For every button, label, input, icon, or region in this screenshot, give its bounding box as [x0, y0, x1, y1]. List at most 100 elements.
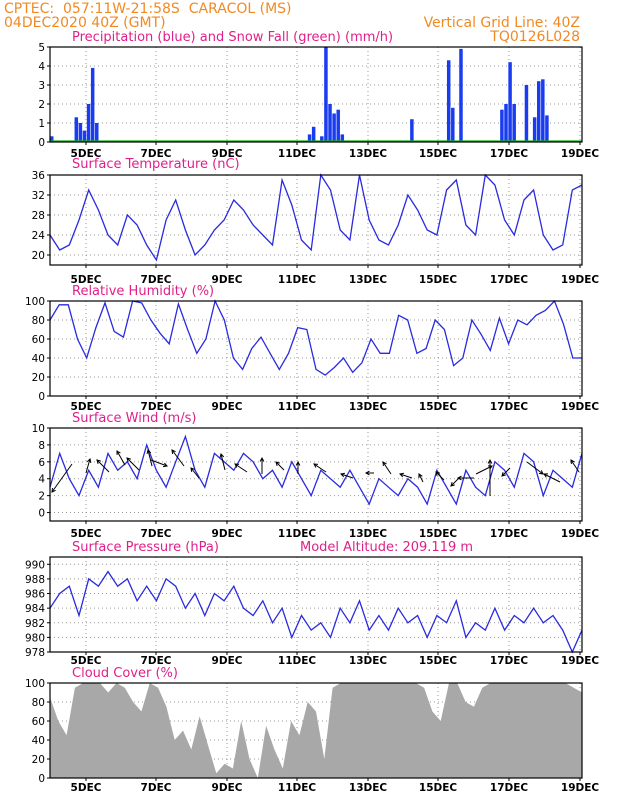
precip-bar: [90, 67, 95, 142]
x-tick-label: 13DEC: [349, 782, 388, 794]
y-tick-label: 8: [38, 440, 45, 452]
wind-arrow-head: [538, 470, 544, 475]
y-tick-label: 4: [38, 474, 45, 486]
y-tick-label: 5: [38, 42, 45, 54]
y-tick-label: 100: [25, 678, 45, 690]
precip-bar: [512, 104, 516, 142]
wind-arrow-head: [295, 460, 301, 466]
x-tick-label: 13DEC: [349, 655, 388, 667]
x-tick-label: 11DEC: [278, 782, 317, 794]
x-tick-label: 5DEC: [71, 655, 102, 667]
y-tick-label: 28: [32, 210, 45, 222]
x-tick-label: 19DEC: [561, 655, 600, 667]
x-tick-label: 17DEC: [490, 401, 529, 413]
y-tick-label: 3: [38, 80, 45, 92]
x-tick-label: 11DEC: [278, 655, 317, 667]
wind-arrow-head: [399, 472, 404, 478]
header-left-line2: 04DEC2020 40Z (GMT): [4, 15, 166, 31]
y-tick-label: 990: [25, 559, 45, 571]
x-tick-label: 7DEC: [141, 401, 172, 413]
wind-arrow: [171, 449, 185, 467]
y-tick-label: 988: [25, 574, 45, 586]
y-tick-label: 100: [25, 296, 45, 308]
y-tick-label: 0: [38, 137, 45, 149]
x-tick-label: 13DEC: [349, 274, 388, 286]
panel-temperature: 20 24 28 32 36 5DEC 7DEC 9DEC 11DEC 13DEC 15DEC 17D…: [32, 157, 600, 286]
x-tick-label: 19DEC: [561, 274, 600, 286]
cloud-area: [50, 683, 582, 778]
wind-arrow: [150, 459, 168, 467]
precip-bar: [332, 113, 336, 142]
precip-bar: [504, 104, 508, 142]
y-tick-label: 984: [25, 603, 45, 615]
y-tick-label: 6: [38, 457, 45, 469]
y-tick-label: 982: [25, 618, 45, 630]
x-tick-label: 17DEC: [490, 782, 529, 794]
x-tick-label: 9DEC: [212, 528, 243, 540]
precip-bar: [336, 109, 340, 142]
x-tick-label: 13DEC: [349, 401, 388, 413]
header-right-line2: TQ0126L028: [490, 29, 580, 45]
y-tick-label: 0: [38, 391, 45, 403]
wind-arrow: [313, 463, 327, 473]
x-tick-label: 17DEC: [490, 274, 529, 286]
wind-arrow-head: [364, 470, 370, 476]
y-tick-label: 4: [38, 61, 45, 73]
precip-bar: [78, 123, 83, 142]
wind-arrow: [382, 461, 392, 475]
y-tick-label: 10: [32, 423, 45, 435]
panel-cloud: 0 20 40 60 80 100 5DEC 7DEC 9DEC 11DEC 13DEC 15DEC 1…: [25, 666, 599, 794]
panel-title-wind: Surface Wind (m/s): [72, 411, 196, 426]
wind-arrow-head: [543, 473, 549, 478]
wind-arrow: [526, 461, 544, 475]
wind-arrow-head: [418, 473, 423, 479]
wind-arrow: [399, 473, 413, 479]
precip-bar: [307, 134, 312, 142]
wind-arrow-head: [234, 463, 240, 468]
panel-precip: 0 1 2 3 4 5 5DEC 7DEC 9DEC 11DEC 13DEC 15DEC 17DEC 19…: [38, 30, 599, 160]
wind-arrow: [450, 477, 460, 487]
y-tick-label: 978: [25, 647, 45, 659]
humidity-series-line: [49, 299, 582, 376]
x-tick-label: 7DEC: [141, 148, 172, 160]
y-tick-label: 80: [32, 315, 45, 327]
wind-arrow-head: [275, 461, 280, 466]
panel-title-temperature: Surface Temperature (nC): [72, 157, 240, 172]
x-tick-label: 19DEC: [561, 148, 600, 160]
panel-wind: 0 2 4 6 8 10 5DEC 7DEC 9DEC 11DEC 13DEC 15DEC 17DEC 1…: [32, 411, 600, 540]
x-tick-label: 11DEC: [278, 274, 317, 286]
x-tick-label: 5DEC: [71, 148, 102, 160]
x-tick-label: 17DEC: [490, 148, 529, 160]
y-tick-label: 80: [32, 697, 45, 709]
x-tick-label: 9DEC: [212, 655, 243, 667]
wind-arrow-head: [51, 487, 56, 493]
x-tick-label: 7DEC: [141, 274, 172, 286]
header-right-line1: Vertical Grid Line: 40Z: [423, 15, 580, 31]
wind-arrow-head: [171, 449, 176, 455]
wind-arrow: [85, 458, 91, 474]
panel-humidity: 0 20 40 60 80 100 5DEC 7DEC 9DEC 11DEC 13DEC 15DEC 1…: [25, 284, 599, 413]
wind-arrow: [275, 461, 285, 471]
x-tick-label: 15DEC: [419, 782, 458, 794]
temperature-series-line: [49, 173, 583, 262]
y-tick-label: 60: [32, 716, 45, 728]
x-tick-label: 7DEC: [141, 528, 172, 540]
y-tick-label: 60: [32, 334, 45, 346]
x-tick-label: 15DEC: [419, 401, 458, 413]
x-tick-label: 5DEC: [71, 274, 102, 286]
precip-bar: [410, 119, 414, 142]
panel-title-precip: Precipitation (blue) and Snow Fall (gree…: [72, 30, 393, 45]
x-tick-label: 15DEC: [419, 148, 458, 160]
x-tick-label: 9DEC: [212, 782, 243, 794]
x-tick-label: 15DEC: [419, 528, 458, 540]
precip-bar: [500, 109, 504, 142]
wind-arrow-head: [116, 450, 121, 456]
precip-bar: [536, 81, 541, 142]
wind-arrow-head: [382, 461, 387, 467]
precip-bar: [545, 115, 549, 142]
y-tick-label: 2: [38, 491, 45, 503]
wind-arrow: [435, 471, 445, 481]
x-tick-label: 15DEC: [419, 274, 458, 286]
wind-arrow-head: [570, 459, 575, 465]
wind-arrow-head: [450, 482, 455, 487]
